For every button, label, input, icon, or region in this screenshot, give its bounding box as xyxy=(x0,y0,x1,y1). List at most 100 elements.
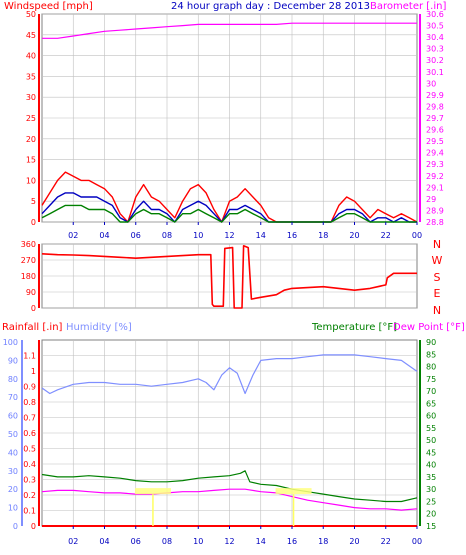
x-tick-label: 14 xyxy=(256,537,266,546)
rain-tick-label: 0.9 xyxy=(23,383,36,392)
windspeed-axis-label: Windspeed [mph] xyxy=(4,1,93,12)
rain-tick-label: 0 xyxy=(31,522,36,531)
temperature-tick-label: 40 xyxy=(426,461,436,470)
x-tick-label: 22 xyxy=(381,231,391,240)
temperature-tick-label: 90 xyxy=(426,338,436,347)
barometer-tick-label: 29 xyxy=(426,195,436,204)
barometer-tick-label: 29.4 xyxy=(426,149,444,158)
barometer-tick-label: 30.2 xyxy=(426,56,444,65)
humidity-tick-label: 30 xyxy=(8,467,18,476)
humidity-tick-label: 10 xyxy=(8,504,18,513)
dewpoint-axis-label: Dew Point [°F] xyxy=(393,322,465,333)
barometer-tick-label: 28.8 xyxy=(426,218,444,227)
barometer-line xyxy=(42,22,417,39)
barometer-tick-label: 30.3 xyxy=(426,45,444,54)
compass-label: E xyxy=(434,287,441,300)
x-tick-label: 02 xyxy=(68,537,78,546)
compass-label: W xyxy=(432,254,443,267)
temperature-axis-label: Temperature [°F] xyxy=(311,322,397,333)
compass-label: S xyxy=(434,271,441,284)
x-tick-label: 10 xyxy=(193,537,203,546)
temperature-tick-label: 70 xyxy=(426,387,436,396)
rain-tick-label: 1.1 xyxy=(23,352,36,361)
direction-tick-label: 270 xyxy=(21,256,36,265)
rain-tick-label: 0.7 xyxy=(23,414,36,423)
temperature-tick-label: 20 xyxy=(426,510,436,519)
barometer-tick-label: 30.6 xyxy=(426,10,444,19)
wind-series-line xyxy=(41,192,417,223)
compass-label: N xyxy=(433,238,441,251)
direction-tick-label: 180 xyxy=(21,272,36,281)
dewpoint-line xyxy=(41,488,418,511)
barometer-tick-label: 29.3 xyxy=(426,160,444,169)
rain-tick-label: 0.4 xyxy=(23,460,36,469)
x-tick-label: 22 xyxy=(381,537,391,546)
barometer-tick-label: 29.7 xyxy=(426,114,444,123)
temperature-tick-label: 80 xyxy=(426,363,436,372)
wind-tick-label: 0 xyxy=(31,218,36,227)
humidity-tick-label: 70 xyxy=(8,393,18,402)
wind-tick-label: 30 xyxy=(26,93,36,102)
wind-tick-label: 50 xyxy=(26,10,36,19)
barometer-tick-label: 29.1 xyxy=(426,183,444,192)
humidity-axis-label: Humidity [%] xyxy=(66,322,132,333)
x-tick-label: 20 xyxy=(349,537,359,546)
temperature-tick-label: 45 xyxy=(426,448,436,457)
rain-tick-label: 0.2 xyxy=(23,491,36,500)
temperature-tick-label: 35 xyxy=(426,473,436,482)
x-tick-label: 08 xyxy=(162,231,172,240)
compass-label: N xyxy=(433,304,441,317)
x-tick-label: 16 xyxy=(287,231,297,240)
temperature-line xyxy=(41,470,418,503)
rain-tick-label: 0.3 xyxy=(23,476,36,485)
x-tick-label: 04 xyxy=(99,231,109,240)
x-tick-label: 04 xyxy=(99,537,109,546)
x-tick-label: 12 xyxy=(224,231,234,240)
wind-tick-label: 10 xyxy=(26,176,36,185)
temperature-tick-label: 25 xyxy=(426,497,436,506)
humidity-tick-label: 20 xyxy=(8,485,18,494)
direction-tick-label: 360 xyxy=(21,240,36,249)
temperature-tick-label: 50 xyxy=(426,436,436,445)
temperature-tick-label: 85 xyxy=(426,350,436,359)
wind-tick-label: 35 xyxy=(26,72,36,81)
wind-barometer-panel: 0 5 10 15 20 25 30 35 40 45 50 28.8 28.9 29 29.1 29.2 29… xyxy=(26,10,444,240)
x-tick-label: 02 xyxy=(68,231,78,240)
x-tick-label: 16 xyxy=(287,537,297,546)
x-tick-label: 00 xyxy=(412,231,422,240)
x-tick-label: 10 xyxy=(193,231,203,240)
wind-tick-label: 5 xyxy=(31,197,36,206)
x-tick-label: 06 xyxy=(131,231,141,240)
wind-tick-label: 15 xyxy=(26,156,36,165)
precip-marker-band xyxy=(134,488,171,495)
wind-tick-label: 25 xyxy=(26,114,36,123)
precip-marker-band xyxy=(275,488,312,495)
wind-series-line xyxy=(41,171,418,223)
x-tick-label: 08 xyxy=(162,537,172,546)
x-tick-label: 06 xyxy=(131,537,141,546)
direction-tick-label: 90 xyxy=(26,288,36,297)
x-tick-label: 14 xyxy=(256,231,266,240)
barometer-tick-label: 30.5 xyxy=(426,22,444,31)
barometer-tick-label: 30.1 xyxy=(426,68,444,77)
rain-tick-label: 0.1 xyxy=(23,507,36,516)
wind-tick-label: 20 xyxy=(26,135,36,144)
chart-title: 24 hour graph day : December 28 2013 xyxy=(171,1,370,12)
temperature-tick-label: 15 xyxy=(426,522,436,531)
direction-tick-label: 0 xyxy=(31,304,36,313)
x-tick-label: 20 xyxy=(349,231,359,240)
x-tick-label: 18 xyxy=(318,231,328,240)
rain-tick-label: 1 xyxy=(31,367,36,376)
barometer-tick-label: 29.6 xyxy=(426,126,444,135)
rain-tick-label: 0.8 xyxy=(23,398,36,407)
temperature-tick-label: 65 xyxy=(426,399,436,408)
humidity-tick-label: 80 xyxy=(8,375,18,384)
x-tick-label: 00 xyxy=(412,537,422,546)
rain-tick-label: 0.6 xyxy=(23,429,36,438)
humidity-tick-label: 60 xyxy=(8,412,18,421)
barometer-tick-label: 30 xyxy=(426,79,436,88)
humidity-line xyxy=(41,354,418,395)
rain-humidity-temperature-panel: 010203040506070809010000.10.20.30.40.50.… xyxy=(3,338,436,546)
wind-series-line xyxy=(41,204,417,223)
